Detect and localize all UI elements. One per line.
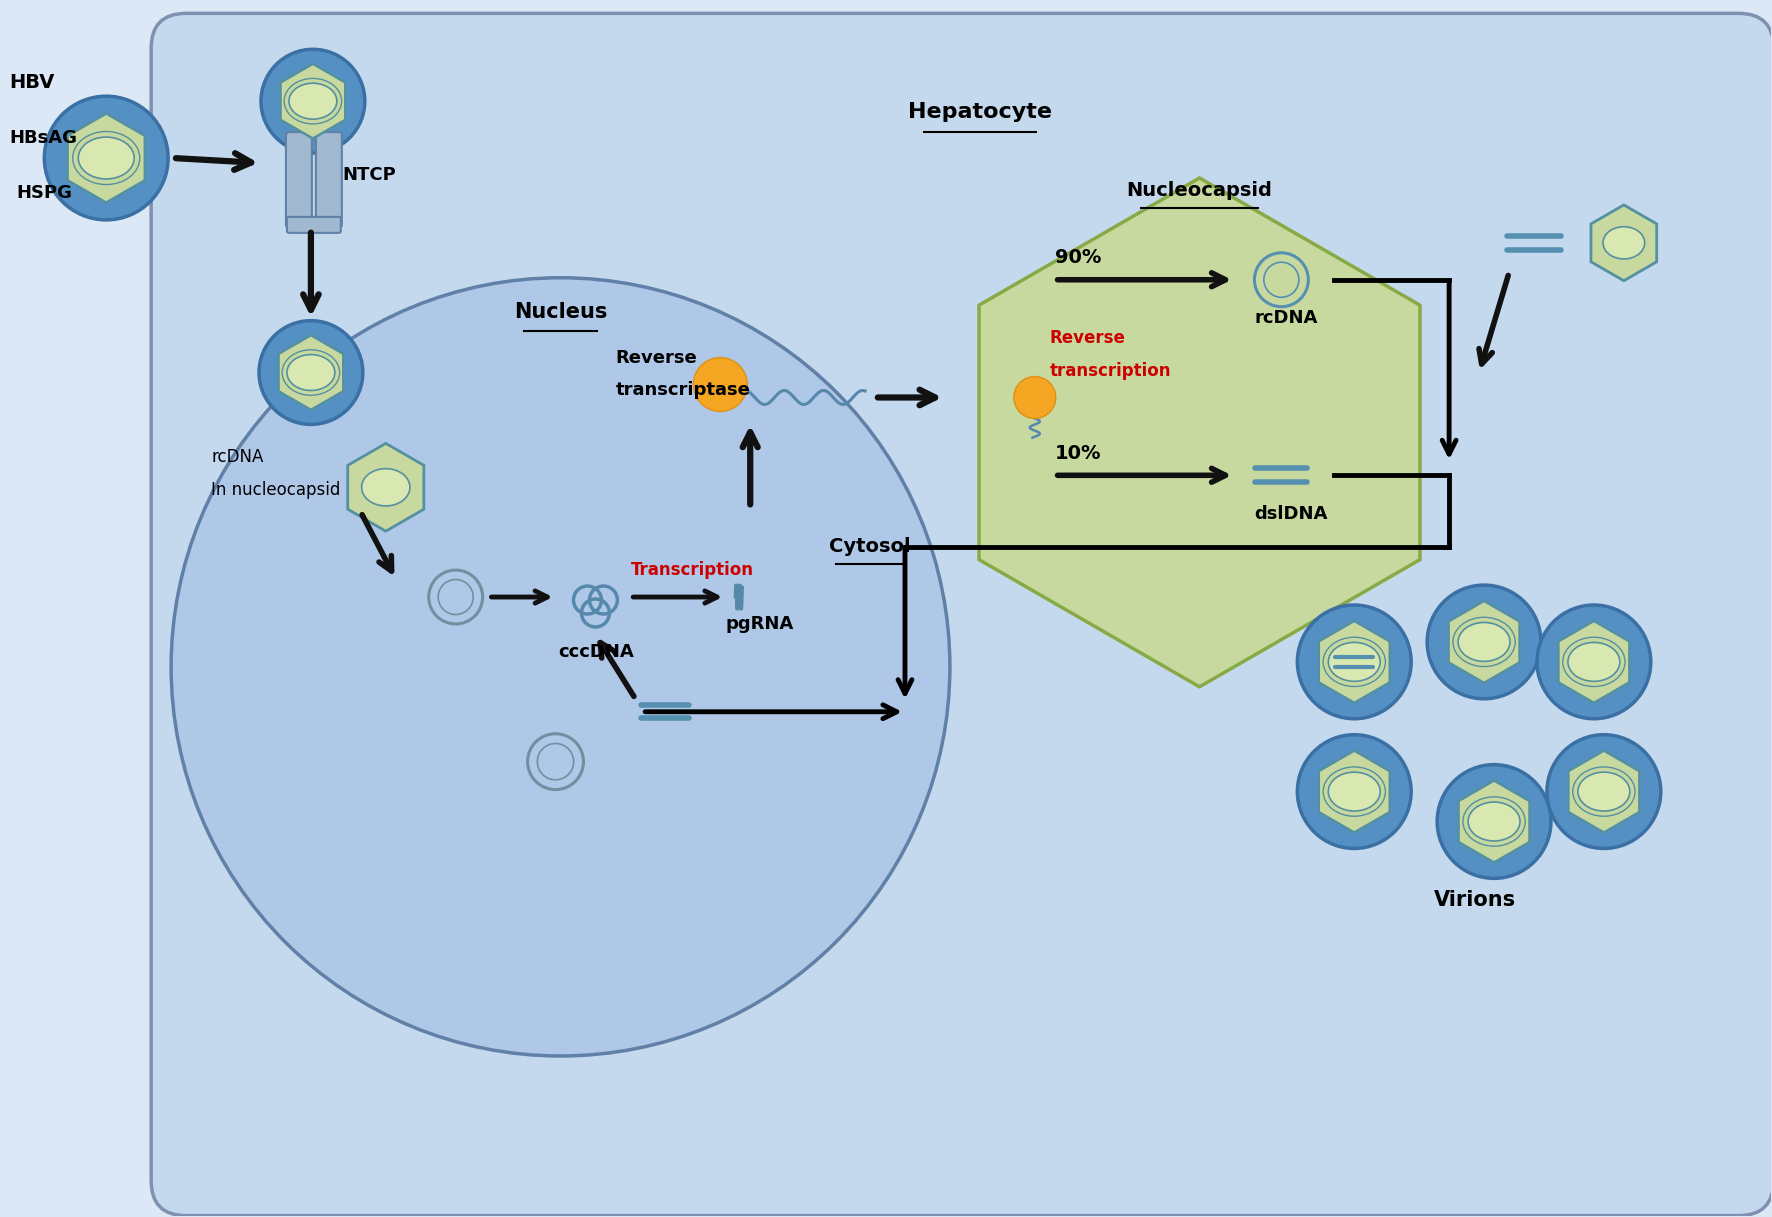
Polygon shape [1448, 601, 1520, 683]
Text: pgRNA: pgRNA [725, 615, 794, 633]
Ellipse shape [1458, 622, 1510, 661]
Ellipse shape [361, 469, 409, 506]
Text: rcDNA: rcDNA [211, 448, 264, 466]
Circle shape [1426, 585, 1542, 699]
Text: Nucleocapsid: Nucleocapsid [1127, 181, 1272, 200]
Circle shape [693, 358, 748, 411]
Circle shape [1297, 735, 1411, 848]
Text: rcDNA: rcDNA [1255, 309, 1318, 326]
Text: cccDNA: cccDNA [558, 643, 634, 661]
Text: 10%: 10% [1054, 444, 1100, 464]
Text: Hepatocyte: Hepatocyte [907, 102, 1053, 122]
Polygon shape [1318, 621, 1389, 703]
Ellipse shape [1604, 226, 1644, 259]
Circle shape [1547, 735, 1660, 848]
Text: transcriptase: transcriptase [615, 381, 750, 399]
Text: Reverse: Reverse [1049, 329, 1125, 347]
Ellipse shape [1329, 772, 1380, 811]
Circle shape [260, 49, 365, 153]
FancyBboxPatch shape [285, 133, 312, 228]
Polygon shape [67, 113, 145, 202]
Ellipse shape [287, 354, 335, 391]
Circle shape [1437, 764, 1550, 879]
FancyBboxPatch shape [151, 13, 1772, 1216]
Text: transcription: transcription [1049, 361, 1171, 380]
Ellipse shape [1467, 802, 1520, 841]
Circle shape [1536, 605, 1652, 719]
Text: Transcription: Transcription [631, 561, 753, 579]
Text: Reverse: Reverse [615, 348, 696, 366]
Polygon shape [1558, 621, 1630, 703]
Text: Virions: Virions [1434, 891, 1517, 910]
Polygon shape [1591, 204, 1657, 281]
Circle shape [259, 320, 363, 425]
Text: HSPG: HSPG [16, 184, 73, 202]
Ellipse shape [1568, 643, 1620, 682]
Text: NTCP: NTCP [342, 166, 397, 184]
Circle shape [172, 277, 950, 1056]
Ellipse shape [1329, 643, 1380, 682]
Polygon shape [278, 335, 344, 410]
Polygon shape [978, 178, 1419, 686]
Circle shape [44, 96, 168, 220]
Text: Cytosol: Cytosol [829, 537, 911, 556]
Polygon shape [347, 443, 424, 531]
Text: dslDNA: dslDNA [1255, 505, 1327, 523]
FancyBboxPatch shape [315, 133, 342, 228]
Text: Nucleus: Nucleus [514, 302, 608, 321]
Ellipse shape [1577, 772, 1630, 811]
Ellipse shape [78, 138, 135, 179]
Polygon shape [280, 63, 346, 139]
Text: In nucleocapsid: In nucleocapsid [211, 481, 340, 499]
Polygon shape [1458, 780, 1529, 863]
Ellipse shape [289, 83, 337, 119]
Circle shape [1297, 605, 1411, 719]
Polygon shape [1318, 751, 1389, 832]
Text: HBsAG: HBsAG [9, 129, 78, 147]
Polygon shape [1568, 751, 1639, 832]
Text: HBV: HBV [9, 73, 55, 92]
FancyBboxPatch shape [287, 217, 340, 232]
Circle shape [1014, 376, 1056, 419]
Text: 90%: 90% [1054, 248, 1100, 267]
